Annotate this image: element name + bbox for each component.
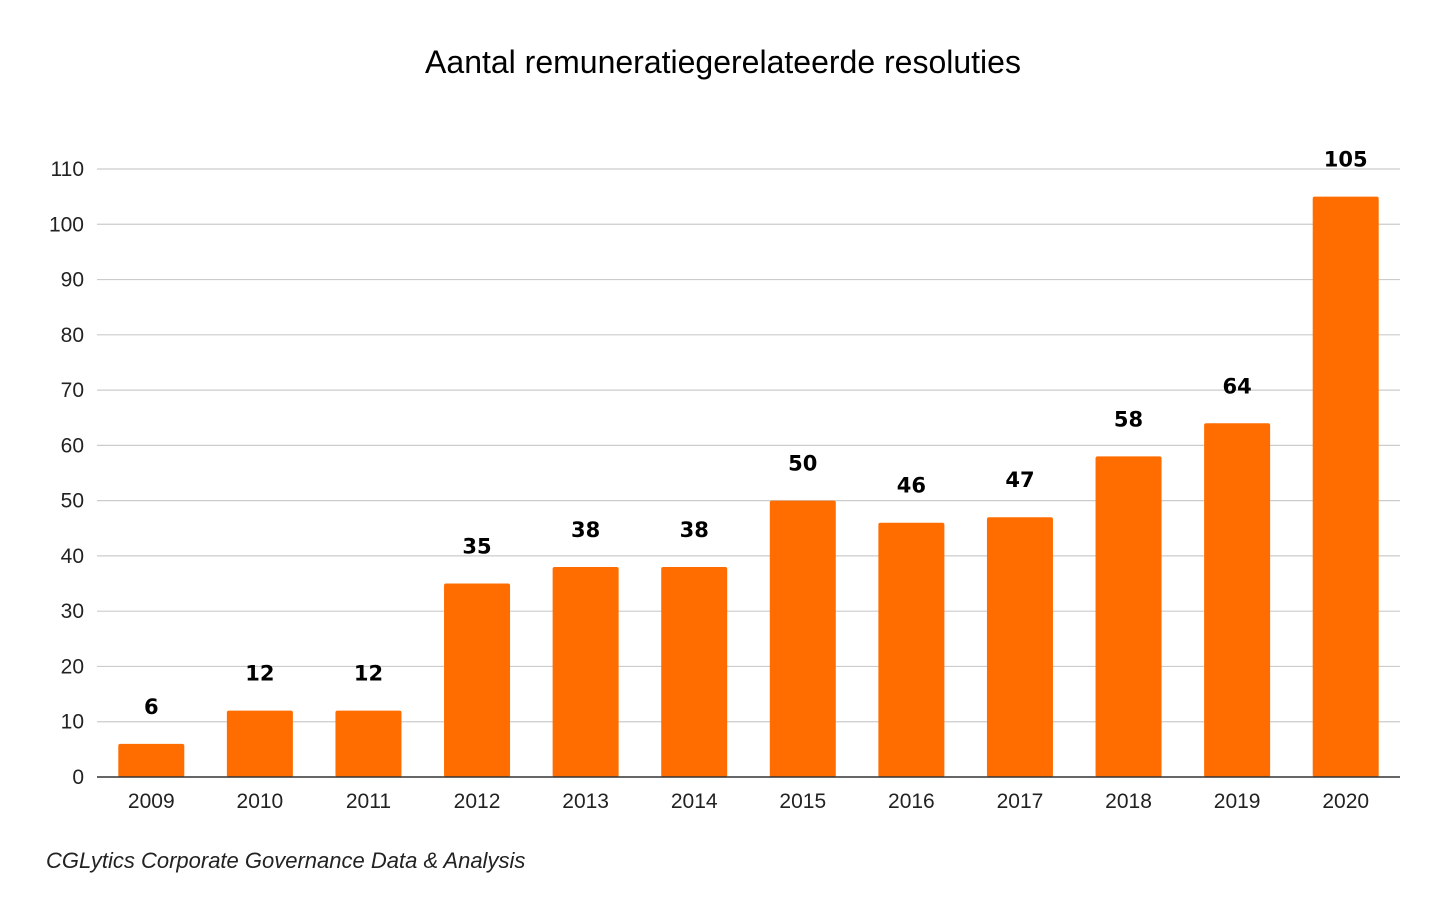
- y-tick-label: 60: [61, 434, 84, 457]
- bar-2010: [226, 710, 293, 777]
- data-label-2016: 46: [897, 474, 926, 498]
- y-tick-label: 50: [61, 490, 84, 513]
- y-tick-label: 20: [61, 655, 84, 678]
- bar-2016: [878, 522, 945, 777]
- x-tick-label-2016: 2016: [888, 790, 935, 813]
- bar-2019: [1204, 423, 1271, 777]
- y-tick-label: 90: [61, 269, 84, 292]
- y-tick-label: 0: [72, 766, 84, 789]
- x-tick-label-2012: 2012: [454, 790, 501, 813]
- data-label-2014: 38: [680, 518, 709, 542]
- bar-2017: [986, 517, 1053, 777]
- y-tick-label: 100: [49, 213, 84, 236]
- data-label-2012: 35: [462, 535, 491, 559]
- y-axis-ticks: 0 10 20 30 40 50 60 70 80 90 100 110: [49, 158, 84, 789]
- bar-2018: [1095, 456, 1162, 777]
- gridlines: [97, 168, 1400, 723]
- x-tick-label-2017: 2017: [997, 790, 1044, 813]
- data-label-2009: 6: [144, 695, 159, 719]
- x-tick-label-2011: 2011: [346, 790, 391, 813]
- source-note: CGLytics Corporate Governance Data & Ana…: [46, 848, 526, 873]
- y-tick-label: 110: [51, 158, 84, 181]
- bar-2020: [1312, 196, 1379, 778]
- x-tick-label-2013: 2013: [562, 790, 609, 813]
- y-tick-label: 70: [61, 379, 84, 402]
- x-tick-label-2018: 2018: [1105, 790, 1152, 813]
- y-tick-label: 40: [61, 545, 84, 568]
- y-tick-label: 10: [61, 711, 84, 734]
- x-tick-label-2015: 2015: [779, 790, 826, 813]
- bar-2011: [335, 710, 402, 777]
- x-tick-label-2020: 2020: [1322, 790, 1369, 813]
- x-tick-label-2010: 2010: [237, 790, 284, 813]
- data-label-2018: 58: [1114, 407, 1143, 431]
- x-axis-ticks: 2009 2010 2011 2012 2013 2014 2015 2016 2017 2018…: [128, 790, 1369, 813]
- data-label-2011: 12: [354, 662, 383, 686]
- data-labels: 6 12 12 35 38 38 50 46 47 58 64 105: [144, 148, 1368, 719]
- bar-2012: [444, 583, 511, 777]
- data-label-2020: 105: [1324, 148, 1368, 172]
- data-label-2010: 12: [245, 662, 274, 686]
- y-tick-label: 30: [61, 600, 84, 623]
- x-tick-label-2019: 2019: [1214, 790, 1261, 813]
- data-label-2019: 64: [1223, 374, 1252, 398]
- chart-title: Aantal remuneratiegerelateerde resolutie…: [425, 44, 1021, 80]
- data-label-2015: 50: [788, 452, 817, 476]
- x-tick-label-2014: 2014: [671, 790, 718, 813]
- bar-2015: [769, 500, 836, 777]
- bar-2013: [552, 566, 619, 777]
- data-label-2013: 38: [571, 518, 600, 542]
- bar-2014: [661, 566, 728, 777]
- x-tick-label-2009: 2009: [128, 790, 175, 813]
- y-tick-label: 80: [61, 324, 84, 347]
- bars: [118, 196, 1379, 778]
- bar-2009: [118, 743, 185, 777]
- data-label-2017: 47: [1005, 468, 1034, 492]
